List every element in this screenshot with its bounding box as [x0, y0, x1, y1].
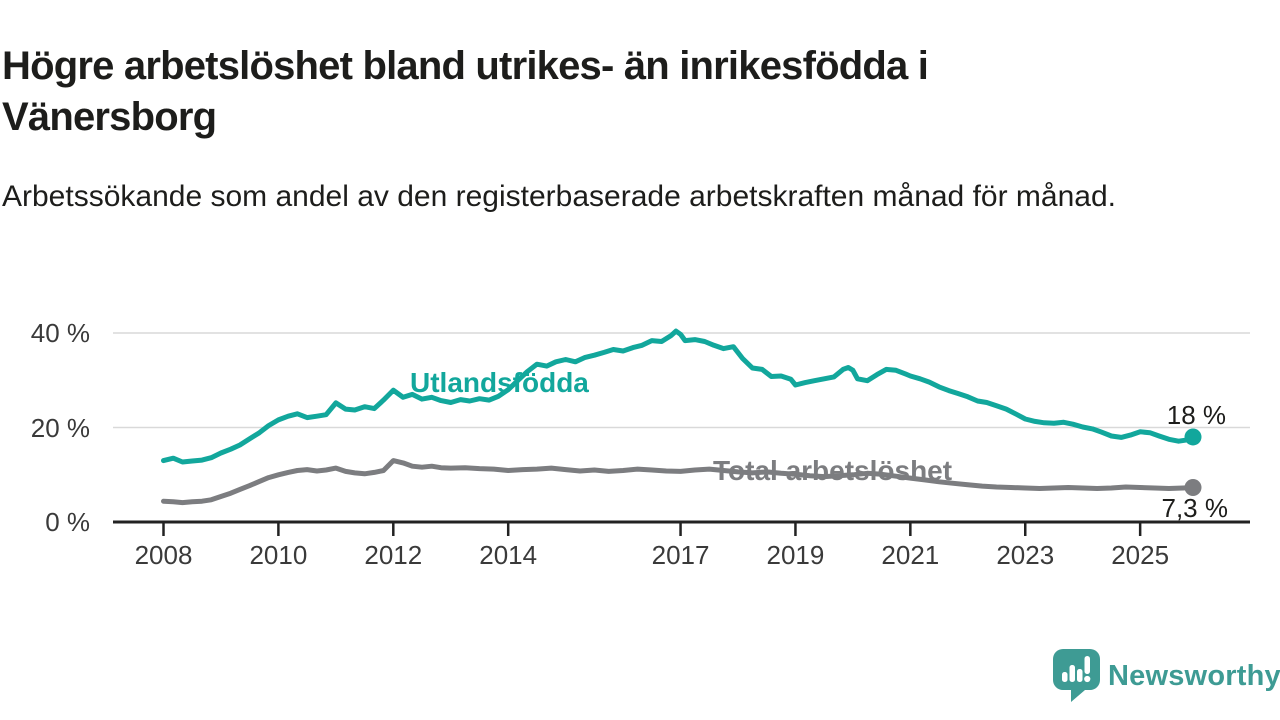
x-axis-tick-marks	[162, 523, 1142, 536]
y-tick-label: 0 %	[45, 507, 90, 537]
x-tick-label: 2012	[364, 540, 423, 570]
end-value-label-total: 7,3 %	[1161, 493, 1229, 523]
series-line-0	[161, 328, 1196, 465]
series-end-dot-1	[1184, 479, 1202, 497]
y-tick-label: 40 %	[30, 318, 90, 348]
series-lines	[161, 328, 1196, 506]
y-tick-label: 20 %	[30, 412, 90, 443]
x-tick-label: 2017	[651, 540, 710, 570]
series-label-total-arbetsloshet: Total arbetslöshet	[713, 455, 953, 486]
x-tick-label: 2010	[249, 540, 308, 570]
x-tick-label: 2025	[1111, 540, 1170, 570]
series-end-dot-0	[1184, 428, 1202, 446]
x-tick-label: 2008	[134, 540, 193, 570]
x-tick-label: 2014	[479, 540, 538, 570]
newsworthy-wordmark: Newsworthy	[1108, 660, 1280, 692]
series-label-utlandsfodda: Utlandsfödda	[410, 367, 589, 398]
series-line-1	[161, 458, 1196, 506]
chart-title: Högre arbetslöshet bland utrikes- än inr…	[2, 43, 929, 139]
chart-subtitle: Arbetssökande som andel av den registerb…	[2, 180, 1116, 213]
series-end-dots	[1184, 428, 1202, 497]
newsworthy-speech-bubble-icon	[1053, 649, 1100, 702]
x-tick-label: 2019	[766, 540, 825, 570]
x-tick-label: 2021	[881, 540, 940, 570]
gridlines	[113, 332, 1250, 429]
x-tick-label: 2023	[996, 540, 1055, 570]
newsworthy-logo: Newsworthy	[1053, 649, 1280, 703]
end-value-label-utlandsfodda: 18 %	[1166, 400, 1226, 430]
